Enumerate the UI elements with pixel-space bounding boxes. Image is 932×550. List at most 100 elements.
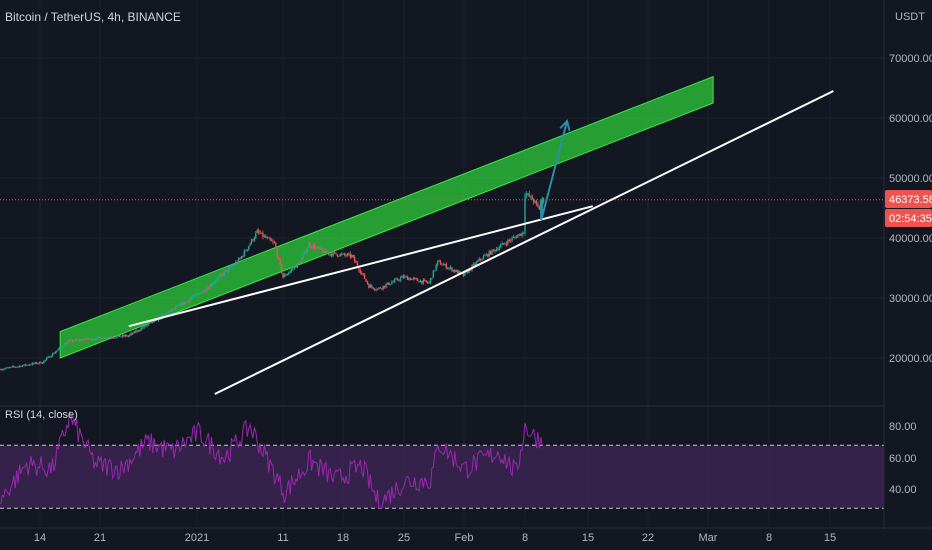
candle-body — [97, 336, 99, 338]
candle-body — [299, 262, 301, 264]
candle-body — [355, 261, 357, 263]
candle-body — [356, 262, 359, 267]
candle-body — [468, 268, 470, 273]
candle-body — [133, 331, 135, 334]
candle-body — [361, 272, 363, 274]
candle-body — [70, 339, 72, 341]
candle-body — [14, 366, 16, 368]
candle-body — [522, 232, 525, 234]
candle-body — [242, 256, 244, 257]
candle-body — [233, 264, 236, 266]
time-tick: Mar — [699, 532, 718, 544]
candle-body — [86, 338, 88, 340]
price-tick: 70000.00 — [889, 53, 932, 65]
candle-body — [4, 368, 6, 370]
candle-body — [444, 263, 446, 265]
candle-body — [388, 282, 390, 285]
candle-body — [458, 271, 460, 274]
candle-body — [315, 247, 317, 249]
candle-body — [24, 364, 26, 366]
candle-body — [411, 278, 413, 280]
candle-body — [479, 258, 482, 260]
candle-body — [278, 257, 280, 259]
candle-body — [91, 339, 94, 341]
candle-body — [352, 255, 354, 257]
candle-body — [196, 293, 198, 295]
last-price-value: 46373.58 — [889, 194, 932, 206]
candle-body — [345, 254, 347, 256]
rsi-band — [0, 444, 884, 509]
candle-body — [424, 279, 426, 281]
candle-body — [436, 260, 439, 265]
candle-body — [530, 195, 532, 197]
candle-body — [81, 339, 84, 341]
candle-body — [363, 274, 366, 280]
candle-body — [56, 350, 58, 353]
time-tick: 14 — [34, 532, 46, 544]
ascending-channel[interactable] — [59, 75, 714, 359]
candle-body — [313, 245, 316, 249]
candle-body — [61, 346, 64, 348]
candle-body — [300, 258, 303, 264]
candle-body — [257, 230, 260, 233]
candle-body — [66, 342, 68, 344]
candle-body — [23, 364, 25, 366]
rsi-title[interactable]: RSI (14, close) — [5, 409, 78, 421]
candle-body — [349, 253, 352, 257]
candle-body — [5, 367, 8, 369]
candle-body — [170, 310, 173, 312]
candle-body — [210, 284, 213, 286]
candle-body — [48, 356, 51, 358]
candle-body — [514, 236, 516, 238]
candle-body — [412, 278, 415, 280]
candle-body — [441, 264, 443, 266]
candle-body — [481, 259, 483, 261]
candle-body — [129, 334, 131, 336]
candle-body — [379, 287, 382, 289]
candle-body — [139, 330, 141, 332]
candle-body — [505, 243, 508, 245]
candle-body — [110, 337, 112, 339]
trend-drawings[interactable] — [128, 90, 834, 395]
candle-body — [153, 319, 155, 323]
candle-body — [209, 284, 211, 289]
candle-body — [462, 273, 465, 276]
candle-body — [100, 337, 102, 339]
time-tick: 11 — [277, 532, 288, 544]
candle-body — [130, 333, 132, 335]
channel-rectangle — [59, 75, 714, 359]
candle-body — [358, 266, 360, 271]
candle-body — [27, 364, 29, 366]
candle-body — [381, 288, 383, 290]
candle-body — [247, 246, 250, 250]
candle-body — [252, 239, 254, 241]
candle-body — [392, 281, 394, 283]
symbol-title[interactable]: Bitcoin / TetherUS, 4h, BINANCE — [5, 10, 181, 24]
candle-body — [391, 282, 393, 285]
candle-body — [425, 280, 427, 282]
candle-body — [527, 193, 529, 195]
candle-body — [74, 339, 77, 341]
candle-body — [509, 240, 512, 242]
candle-body — [438, 260, 440, 262]
candle-body — [246, 249, 248, 251]
candle-body — [11, 366, 14, 368]
candle-body — [404, 276, 406, 278]
candle-body — [328, 252, 330, 255]
candle-body — [534, 201, 536, 203]
candle-body — [302, 254, 304, 259]
candle-body — [459, 271, 462, 273]
price-axis-strip — [884, 0, 932, 550]
candle-body — [472, 264, 475, 266]
candle-body — [449, 267, 452, 269]
candle-body — [136, 330, 138, 333]
candle-body — [362, 273, 364, 275]
candle-body — [386, 282, 389, 285]
candle-body — [288, 272, 290, 274]
candle-body — [206, 288, 208, 291]
candle-body — [442, 264, 445, 266]
candle-body — [535, 201, 538, 204]
candle-body — [67, 340, 69, 344]
candle-body — [492, 249, 495, 251]
